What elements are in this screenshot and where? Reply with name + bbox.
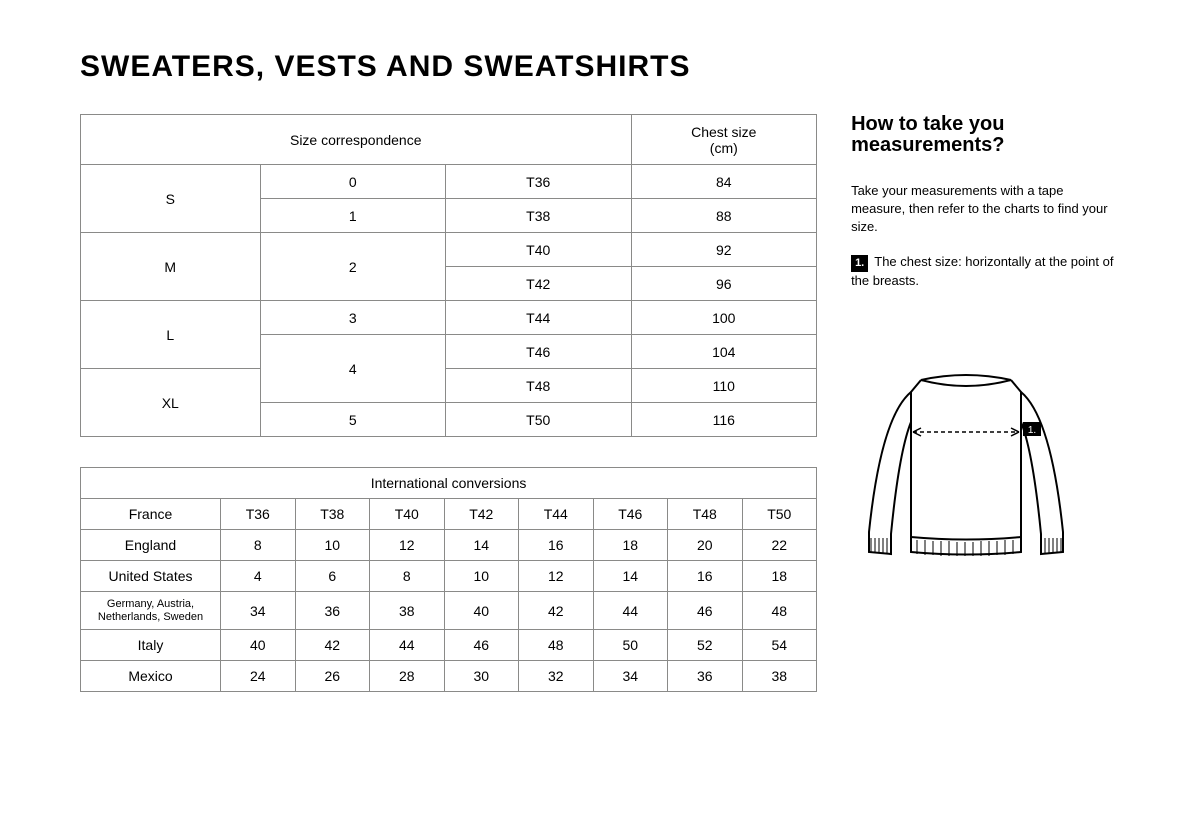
content-wrapper: Size correspondence Chest size (cm) S 0 … — [80, 114, 1120, 692]
cell-t: T40 — [445, 233, 631, 267]
cell: 52 — [668, 630, 743, 661]
cell: 4 — [221, 561, 296, 592]
cell: T48 — [668, 499, 743, 530]
size-L: L — [81, 301, 261, 369]
cell: 48 — [519, 630, 594, 661]
cell: 8 — [221, 530, 296, 561]
country-germany-group: Germany, Austria, Netherlands, Sweden — [81, 592, 221, 630]
cell-num: 2 — [260, 233, 445, 301]
cell: 44 — [370, 630, 445, 661]
cell-chest: 84 — [631, 165, 817, 199]
measurements-intro: Take your measurements with a tape measu… — [851, 182, 1120, 237]
international-conversions-table: International conversions France T36 T38… — [80, 467, 817, 692]
cell: 28 — [370, 661, 445, 692]
cell-chest: 116 — [631, 403, 817, 437]
cell-chest: 110 — [631, 369, 817, 403]
cell: 24 — [221, 661, 296, 692]
cell: 30 — [444, 661, 519, 692]
country-england: England — [81, 530, 221, 561]
measurements-heading: How to take you measurements? — [851, 114, 1120, 156]
header-international: International conversions — [81, 468, 817, 499]
cell: T44 — [519, 499, 594, 530]
cell: 16 — [668, 561, 743, 592]
header-size-correspondence: Size correspondence — [81, 115, 632, 165]
size-correspondence-table: Size correspondence Chest size (cm) S 0 … — [80, 114, 817, 437]
cell-chest: 100 — [631, 301, 817, 335]
cell: 32 — [519, 661, 594, 692]
cell: 54 — [742, 630, 817, 661]
cell: 12 — [370, 530, 445, 561]
size-XL: XL — [81, 369, 261, 437]
cell: T40 — [370, 499, 445, 530]
cell: 14 — [444, 530, 519, 561]
cell: 14 — [593, 561, 668, 592]
country-us: United States — [81, 561, 221, 592]
cell: T42 — [444, 499, 519, 530]
cell: 46 — [444, 630, 519, 661]
cell-num: 1 — [260, 199, 445, 233]
cell-chest: 96 — [631, 267, 817, 301]
cell: 38 — [742, 661, 817, 692]
cell-t: T42 — [445, 267, 631, 301]
cell: 34 — [221, 592, 296, 630]
cell: 50 — [593, 630, 668, 661]
cell: 18 — [593, 530, 668, 561]
sidebar: How to take you measurements? Take your … — [851, 114, 1120, 692]
cell: T36 — [221, 499, 296, 530]
country-italy: Italy — [81, 630, 221, 661]
header-chest-size: Chest size (cm) — [631, 115, 817, 165]
cell: 22 — [742, 530, 817, 561]
cell: 10 — [295, 530, 370, 561]
cell: T46 — [593, 499, 668, 530]
step-badge-1: 1. — [851, 255, 868, 272]
cell-t: T46 — [445, 335, 631, 369]
cell: T38 — [295, 499, 370, 530]
cell: 44 — [593, 592, 668, 630]
cell-t: T36 — [445, 165, 631, 199]
cell: T50 — [742, 499, 817, 530]
cell-num: 0 — [260, 165, 445, 199]
svg-text:1.: 1. — [1028, 425, 1036, 436]
cell-num: 4 — [260, 335, 445, 403]
size-M: M — [81, 233, 261, 301]
cell: 48 — [742, 592, 817, 630]
size-S: S — [81, 165, 261, 233]
cell: 38 — [370, 592, 445, 630]
cell: 10 — [444, 561, 519, 592]
cell: 46 — [668, 592, 743, 630]
cell: 40 — [444, 592, 519, 630]
cell: 16 — [519, 530, 594, 561]
cell: 36 — [668, 661, 743, 692]
cell: 20 — [668, 530, 743, 561]
sweater-diagram-icon: 1. — [851, 362, 1081, 572]
cell: 36 — [295, 592, 370, 630]
cell-t: T44 — [445, 301, 631, 335]
cell-num: 3 — [260, 301, 445, 335]
cell-t: T38 — [445, 199, 631, 233]
cell: 12 — [519, 561, 594, 592]
country-mexico: Mexico — [81, 661, 221, 692]
cell: 26 — [295, 661, 370, 692]
cell: 8 — [370, 561, 445, 592]
tables-column: Size correspondence Chest size (cm) S 0 … — [80, 114, 817, 692]
cell-chest: 104 — [631, 335, 817, 369]
cell: 42 — [519, 592, 594, 630]
country-france: France — [81, 499, 221, 530]
cell-chest: 92 — [631, 233, 817, 267]
cell-t: T50 — [445, 403, 631, 437]
cell: 34 — [593, 661, 668, 692]
page-title: SWEATERS, VESTS AND SWEATSHIRTS — [80, 50, 1120, 84]
cell: 42 — [295, 630, 370, 661]
cell-t: T48 — [445, 369, 631, 403]
cell: 40 — [221, 630, 296, 661]
cell-num: 5 — [260, 403, 445, 437]
measurement-step-1: 1.The chest size: horizontally at the po… — [851, 253, 1120, 291]
cell: 18 — [742, 561, 817, 592]
step-text-1: The chest size: horizontally at the poin… — [851, 254, 1113, 288]
cell-chest: 88 — [631, 199, 817, 233]
cell: 6 — [295, 561, 370, 592]
